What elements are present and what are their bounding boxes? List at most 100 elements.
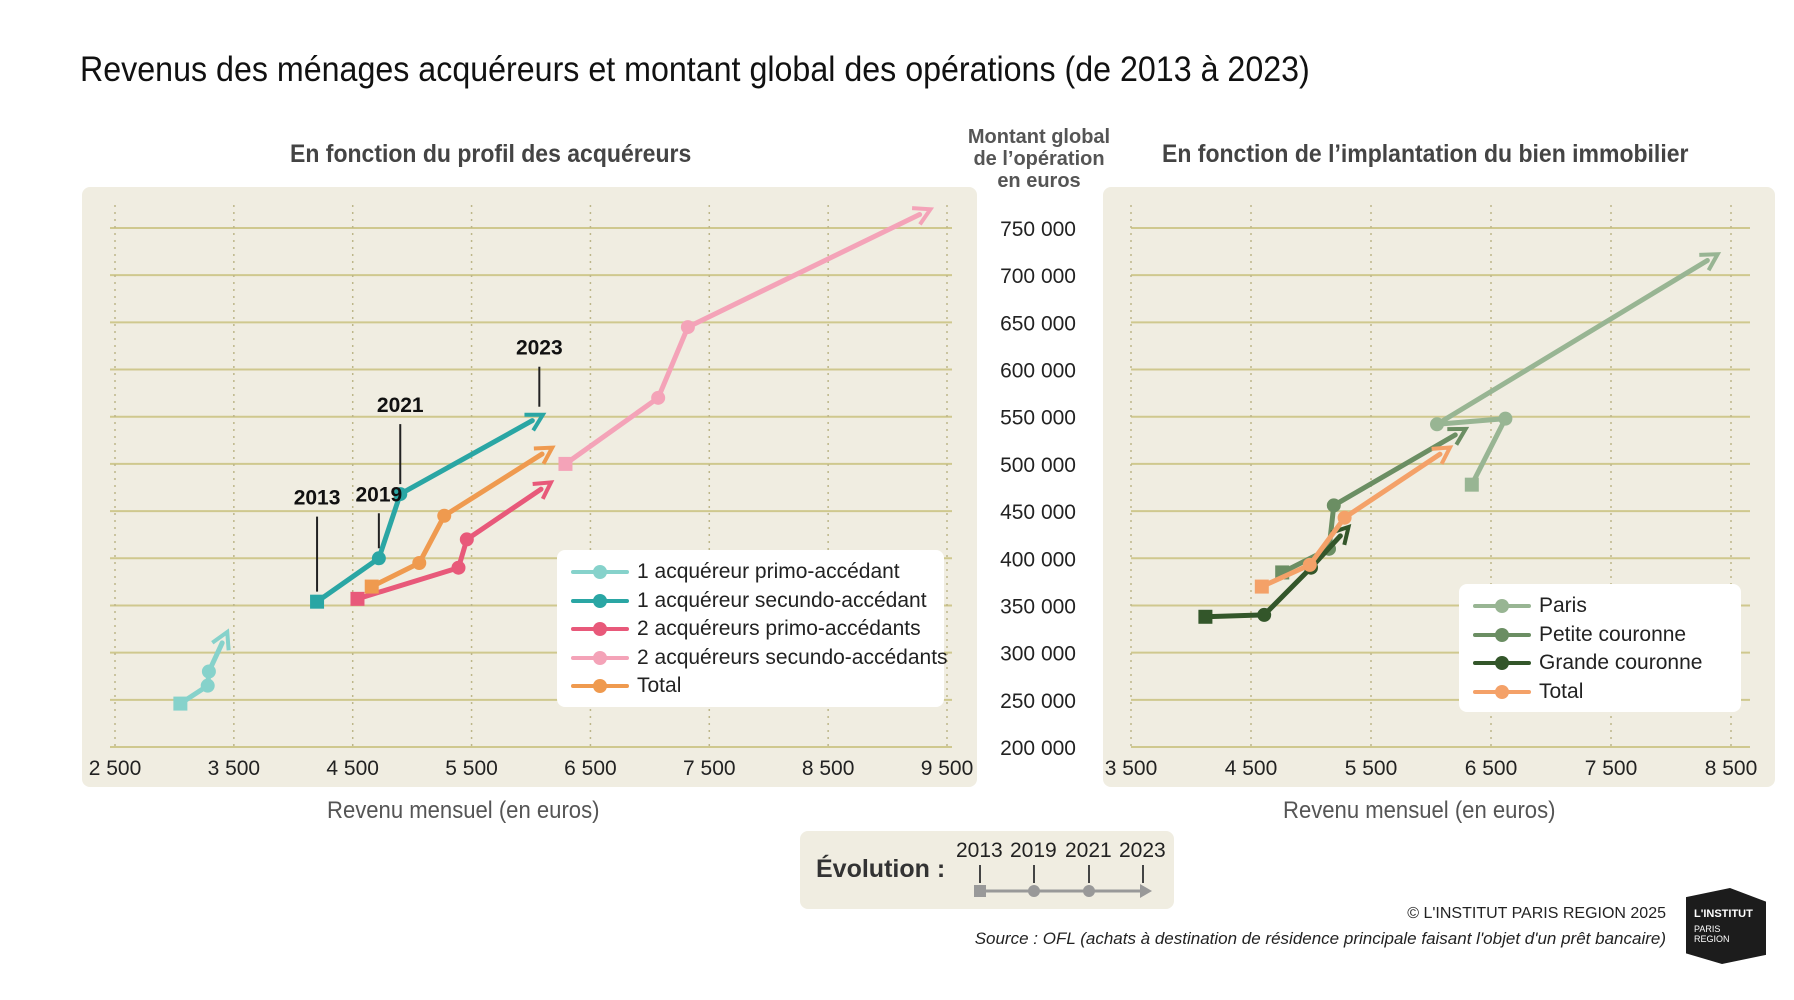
legend-swatch [1473,625,1531,645]
y-tick-label: 600 000 [1000,360,1076,383]
left-series-line [369,451,545,590]
right-point-2023-arrow [1699,252,1722,272]
right-point-2019 [1498,411,1513,426]
y-tick-label: 250 000 [1000,690,1076,713]
right-point-2013 [1464,477,1479,492]
legend-label: 2 acquéreurs primo-accédants [637,617,921,641]
left-point-2013 [173,696,188,711]
left-point-2019 [651,390,666,405]
right-point-2019 [1257,607,1272,622]
right-legend-item: Petite couronne [1473,621,1727,650]
left-legend-item: 2 acquéreurs secundo-accédants [571,644,948,673]
left-x-tick-label: 9 500 [921,757,974,780]
evolution-key: Évolution : 2013 2019 2021 2023 [800,831,1174,909]
left-point-2019 [451,560,466,575]
evolution-year-2023: 2023 [1119,839,1166,862]
legend-swatch-dot [1495,684,1509,699]
legend-label: Petite couronne [1539,622,1687,646]
evolution-arrowhead [1140,884,1152,898]
legend-swatch [571,676,629,696]
right-x-tick-label: 4 500 [1225,757,1278,780]
left-legend-item: 1 acquéreur primo-accédant [571,558,930,587]
right-chart-subtitle: En fonction de l’implantation du bien im… [1162,140,1689,168]
legend-label: Total [1539,679,1584,703]
right-x-tick-label: 3 500 [1105,757,1158,780]
right-point-2023-arrow [1431,445,1454,465]
legend-label: Grande couronne [1539,651,1703,675]
left-point-2021 [437,508,452,523]
left-point-2021 [201,664,216,679]
left-legend: 1 acquéreur primo-accédant 1 acquéreur se… [557,550,948,707]
right-point-2021 [1326,498,1341,513]
left-legend-item: 1 acquéreur secundo-accédant [571,587,930,616]
legend-swatch [1473,682,1531,702]
left-point-2019 [412,555,427,570]
evolution-start-square [974,885,986,897]
left-x-tick-label: 2 500 [89,757,142,780]
right-x-tick-label: 8 500 [1705,757,1758,780]
evolution-dot [1083,885,1095,897]
legend-swatch-dot [1495,599,1509,614]
legend-label: 2 acquéreurs secundo-accédants [637,645,948,669]
legend-swatch [571,619,629,639]
right-series-line [1202,533,1343,620]
evolution-dot [1028,885,1040,897]
left-legend-item: Total [571,672,930,701]
y-tick-label: 350 000 [1000,595,1076,618]
right-legend-item: Total [1473,678,1727,707]
y-tick-label: 650 000 [1000,312,1076,335]
right-x-tick-label: 7 500 [1585,757,1638,780]
left-point-2023-arrow [524,412,547,432]
year-callout-label: 2013 [294,487,341,510]
year-callout-label: 2019 [356,483,403,506]
right-legend-item: Grande couronne [1473,649,1727,678]
legend-swatch-dot [593,593,607,608]
legend-swatch [1473,653,1531,673]
evolution-year-2021: 2021 [1065,839,1112,862]
left-point-2023-arrow [211,628,231,651]
legend-label: 1 acquéreur secundo-accédant [637,588,927,612]
left-point-2013 [364,579,379,594]
legend-swatch-dot [593,565,607,580]
right-x-tick-label: 5 500 [1345,757,1398,780]
legend-swatch-dot [1495,627,1509,642]
left-x-tick-label: 4 500 [326,757,379,780]
y-tick-label: 300 000 [1000,643,1076,666]
right-legend-item: Paris [1473,592,1727,621]
evolution-arrow-graphic [974,865,1152,898]
legend-swatch-dot [593,679,607,694]
copyright: © L'INSTITUT PARIS REGION 2025 [1407,905,1666,922]
right-point-2013 [1198,609,1213,624]
year-callout-label: 2021 [377,394,424,417]
left-x-tick-label: 6 500 [564,757,617,780]
y-axis-unit-line-2: de l’opération [973,148,1105,170]
left-x-tick-label: 5 500 [445,757,498,780]
legend-swatch [1473,596,1531,616]
legend-label: 1 acquéreur primo-accédant [637,560,900,584]
left-point-2023-arrow [911,206,935,226]
left-point-2021 [459,532,474,547]
legend-swatch-dot [593,650,607,665]
legend-swatch [571,562,629,582]
y-tick-label: 750 000 [1000,218,1076,241]
left-series-line [354,486,544,602]
y-tick-label: 550 000 [1000,407,1076,430]
right-x-axis-label: Revenu mensuel (en euros) [1283,797,1556,824]
right-x-tick-label: 6 500 [1465,757,1518,780]
legend-label: Paris [1539,594,1587,618]
left-point-2019 [200,678,215,693]
y-tick-label: 500 000 [1000,454,1076,477]
left-x-tick-label: 8 500 [802,757,855,780]
left-point-2013 [350,591,365,606]
y-tick-label: 450 000 [1000,501,1076,524]
legend-swatch-dot [593,622,607,637]
evolution-year-2019: 2019 [1010,839,1057,862]
y-tick-label: 200 000 [1000,737,1076,760]
left-point-2019 [371,551,386,566]
legend-swatch [571,648,629,668]
right-point-2021 [1430,417,1444,432]
right-point-2019 [1302,557,1317,572]
right-point-2013 [1254,579,1269,594]
left-x-tick-label: 7 500 [683,757,736,780]
right-point-2021 [1337,510,1352,525]
